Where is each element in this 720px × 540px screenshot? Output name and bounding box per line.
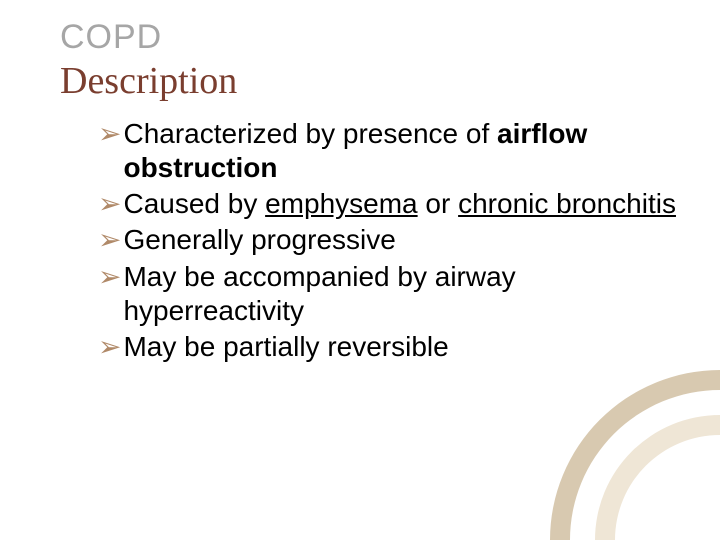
bullet-text: May be accompanied by airway hyperreacti… (123, 260, 680, 328)
text-run: May be partially reversible (123, 331, 448, 362)
bullet-list: ➢Characterized by presence of airflow ob… (60, 117, 680, 364)
bullet-item: ➢Generally progressive (98, 223, 680, 257)
text-run: May be accompanied by airway hyperreacti… (123, 261, 515, 326)
bullet-arrow-icon: ➢ (98, 223, 121, 257)
slide-subtitle: Description (60, 59, 680, 103)
bullet-text: Caused by emphysema or chronic bronchiti… (123, 187, 676, 221)
text-run: emphysema (265, 188, 418, 219)
bullet-text: Generally progressive (123, 223, 395, 257)
arc-outer (550, 370, 720, 540)
bullet-arrow-icon: ➢ (98, 330, 121, 364)
text-run: chronic bronchitis (458, 188, 676, 219)
bullet-item: ➢Caused by emphysema or chronic bronchit… (98, 187, 680, 221)
bullet-arrow-icon: ➢ (98, 187, 121, 221)
text-run: or (418, 188, 458, 219)
bullet-item: ➢Characterized by presence of airflow ob… (98, 117, 680, 185)
text-run: Caused by (123, 188, 265, 219)
slide: COPD Description ➢Characterized by prese… (0, 0, 720, 540)
slide-title: COPD (60, 18, 680, 57)
bullet-arrow-icon: ➢ (98, 260, 121, 294)
bullet-text: May be partially reversible (123, 330, 448, 364)
bullet-item: ➢May be partially reversible (98, 330, 680, 364)
bullet-item: ➢May be accompanied by airway hyperreact… (98, 260, 680, 328)
corner-decoration (540, 360, 720, 540)
text-run: Characterized by presence of (123, 118, 497, 149)
arc-inner (595, 415, 720, 540)
bullet-text: Characterized by presence of airflow obs… (123, 117, 680, 185)
bullet-arrow-icon: ➢ (98, 117, 121, 151)
text-run: Generally progressive (123, 224, 395, 255)
